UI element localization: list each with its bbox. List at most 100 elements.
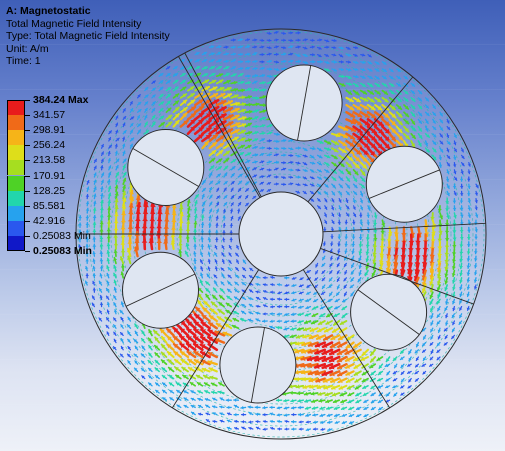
arrow-head bbox=[99, 317, 102, 321]
arrow-head bbox=[121, 198, 127, 202]
arrow-head bbox=[364, 120, 370, 126]
arrow-head bbox=[327, 413, 331, 418]
arrow-head bbox=[304, 147, 307, 151]
arrow-head bbox=[148, 345, 152, 349]
arrow-head bbox=[156, 239, 162, 243]
arrow-head bbox=[312, 313, 316, 318]
arrow-head bbox=[438, 164, 443, 168]
arrow-head bbox=[383, 75, 387, 79]
arrow-head bbox=[205, 404, 209, 408]
arrow-head bbox=[134, 331, 139, 335]
arrow-head bbox=[354, 171, 358, 175]
arrow-head bbox=[122, 108, 126, 112]
arrow-head bbox=[229, 230, 233, 233]
arrow-head bbox=[297, 38, 301, 42]
arrow-head bbox=[177, 404, 180, 408]
shaft-bore bbox=[238, 191, 324, 277]
arrow-head bbox=[367, 207, 371, 211]
arrow-head bbox=[459, 185, 464, 189]
arrow-head bbox=[277, 406, 280, 410]
hole-divider bbox=[357, 289, 420, 335]
arrow-head bbox=[157, 210, 163, 215]
arrow-head bbox=[120, 226, 126, 230]
arrow-head bbox=[362, 67, 365, 72]
arrow-head bbox=[311, 169, 314, 173]
arrow-head bbox=[227, 100, 232, 105]
arrow-head bbox=[305, 406, 309, 411]
legend-tick bbox=[25, 100, 30, 101]
arrow-head bbox=[108, 145, 112, 149]
arrow-head bbox=[408, 385, 411, 389]
arrow-head bbox=[182, 100, 187, 105]
arrow-head bbox=[466, 251, 471, 254]
arrow-head bbox=[212, 142, 217, 147]
arrow-head bbox=[430, 350, 434, 354]
arrow-head bbox=[235, 101, 239, 107]
arrow-head bbox=[209, 367, 214, 372]
arrow-head bbox=[190, 100, 195, 105]
arrow-head bbox=[364, 105, 368, 110]
arrow-head bbox=[371, 385, 375, 389]
arrow-head bbox=[358, 272, 362, 276]
arrow-head bbox=[231, 195, 234, 199]
arrow-head bbox=[445, 178, 450, 182]
arrow-head bbox=[370, 143, 376, 148]
arrow-head bbox=[377, 143, 383, 149]
arrow-head bbox=[283, 45, 286, 50]
arrow-head bbox=[377, 98, 381, 102]
arrow-head bbox=[404, 90, 408, 94]
arrow-head bbox=[277, 282, 280, 287]
arrow-head bbox=[318, 54, 322, 58]
arrow-head bbox=[301, 355, 306, 362]
arrow-head bbox=[217, 174, 221, 177]
arrow-head bbox=[322, 250, 326, 253]
arrow-head bbox=[212, 419, 216, 424]
arrow-head bbox=[353, 184, 357, 188]
arrow-head bbox=[205, 281, 209, 285]
arrow-head bbox=[100, 151, 104, 155]
arrow-head bbox=[162, 375, 166, 379]
arrow-head bbox=[460, 214, 464, 218]
arrow-head bbox=[116, 138, 120, 142]
arrow-head bbox=[142, 210, 149, 215]
arrow-head bbox=[322, 270, 325, 274]
arrow-head bbox=[275, 175, 279, 179]
arrow-head bbox=[121, 137, 126, 140]
arrow-head bbox=[221, 100, 226, 106]
arrow-head bbox=[91, 303, 95, 306]
arrow-head bbox=[474, 200, 479, 203]
arrow-head bbox=[242, 289, 245, 293]
arrow-head bbox=[404, 98, 408, 102]
arrow-head bbox=[452, 307, 456, 311]
arrow-head bbox=[363, 97, 368, 102]
arrow-head bbox=[174, 344, 179, 349]
arrow-head bbox=[262, 116, 266, 121]
arrow-head bbox=[429, 363, 433, 367]
legend-row: 0.25083 Min bbox=[7, 230, 117, 251]
arrow-head bbox=[120, 338, 124, 342]
arrow-head bbox=[176, 390, 180, 394]
arrow-head bbox=[247, 52, 250, 57]
arrow-head bbox=[208, 209, 213, 212]
arrow-head bbox=[262, 88, 266, 93]
arrow-head bbox=[113, 346, 117, 350]
arrow-head bbox=[358, 244, 363, 247]
arrow-head bbox=[310, 384, 314, 390]
arrow-head bbox=[432, 134, 436, 137]
arrow-head bbox=[241, 310, 245, 315]
arrow-head bbox=[430, 336, 434, 340]
arrow-head bbox=[318, 169, 322, 173]
arrow-head bbox=[228, 267, 232, 271]
arrow-head bbox=[296, 190, 300, 194]
arrow-head bbox=[129, 197, 135, 202]
legend-label: 256.24 bbox=[33, 139, 66, 152]
arrow-head bbox=[277, 291, 281, 295]
arrow-head bbox=[195, 194, 199, 198]
arrow-head bbox=[350, 126, 356, 132]
result-header: A: Magnetostatic Total Magnetic Field In… bbox=[6, 5, 170, 68]
arrow-head bbox=[248, 95, 252, 100]
arrow-head bbox=[459, 193, 464, 196]
arrow-head bbox=[459, 222, 464, 225]
arrow-head bbox=[208, 187, 213, 191]
